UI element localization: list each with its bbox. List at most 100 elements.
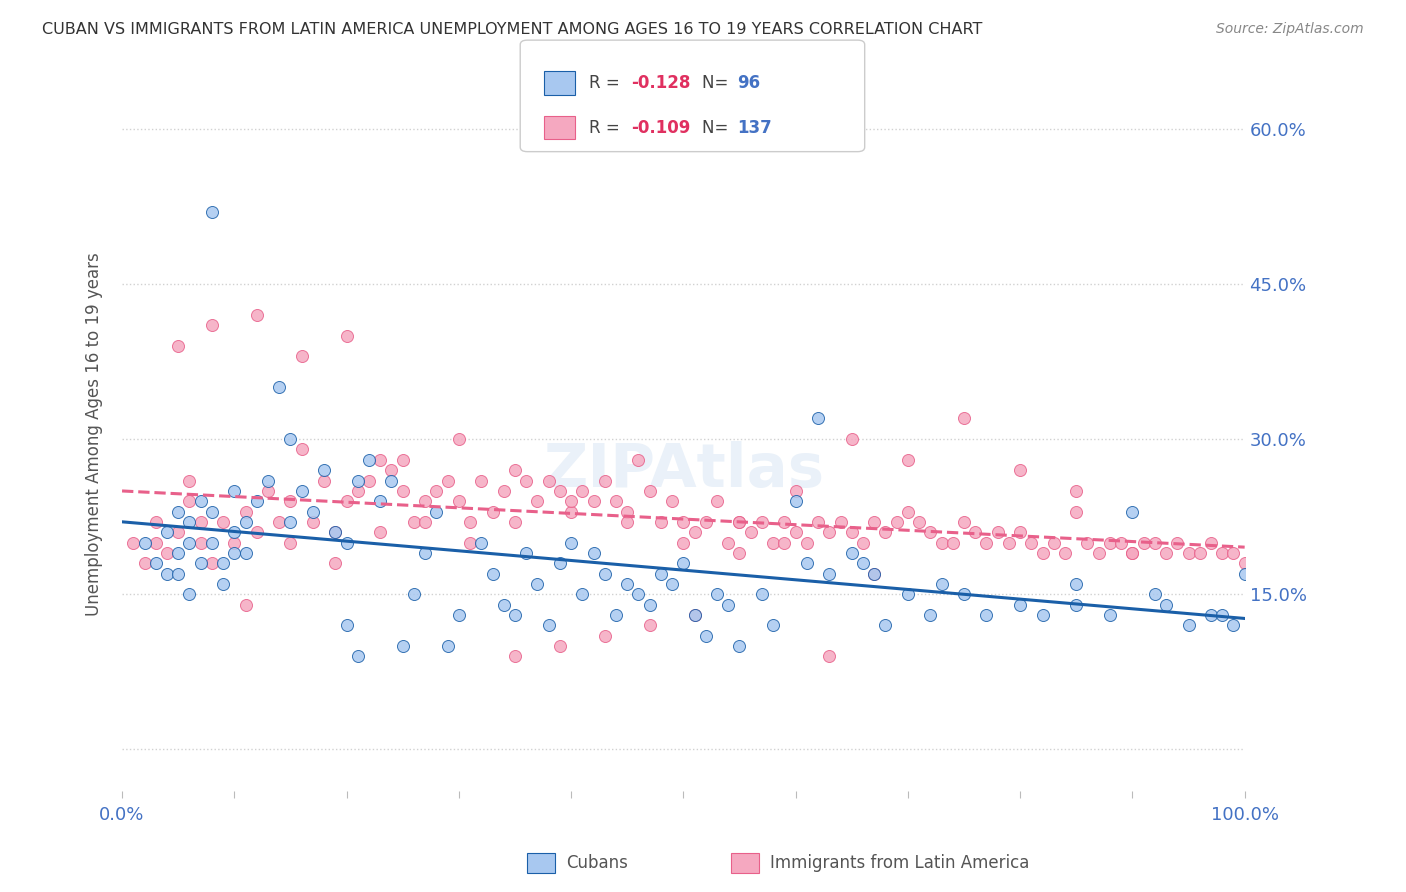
Point [953,411,976,425]
Point [1053,546,1076,560]
Point [302,515,325,529]
Point [481,566,503,581]
Point [1032,546,1054,560]
Point [1109,535,1132,549]
Text: -0.109: -0.109 [631,119,690,136]
Point [1087,546,1109,560]
Point [257,483,280,498]
Point [179,515,201,529]
Point [134,556,156,570]
Point [897,453,920,467]
Text: CUBAN VS IMMIGRANTS FROM LATIN AMERICA UNEMPLOYMENT AMONG AGES 16 TO 19 YEARS CO: CUBAN VS IMMIGRANTS FROM LATIN AMERICA U… [42,22,983,37]
Point [235,504,257,518]
Point [582,546,605,560]
Point [593,474,616,488]
Text: 100.0%: 100.0% [1211,806,1278,824]
Point [1021,535,1043,549]
Point [976,607,998,622]
Text: N=: N= [702,74,733,92]
Point [1188,546,1211,560]
Point [1233,556,1256,570]
Point [156,525,179,540]
Point [650,515,672,529]
Text: R =: R = [589,74,626,92]
Point [368,525,391,540]
Point [402,515,425,529]
Point [526,577,548,591]
Point [246,494,269,508]
Point [357,474,380,488]
Point [942,535,965,549]
Point [302,504,325,518]
Point [391,453,413,467]
Point [413,515,436,529]
Point [503,607,526,622]
Point [830,515,852,529]
Text: 137: 137 [737,119,772,136]
Point [380,474,402,488]
Point [616,577,638,591]
Text: R =: R = [589,119,626,136]
Point [627,453,650,467]
Point [920,607,942,622]
Point [1143,535,1166,549]
Point [661,494,683,508]
Point [695,628,717,642]
Point [1222,546,1244,560]
Point [841,432,863,446]
Point [212,577,235,591]
Point [953,587,976,601]
Point [886,515,908,529]
Point [593,628,616,642]
Point [280,494,302,508]
Point [706,587,728,601]
Point [537,474,560,488]
Point [1199,607,1222,622]
Point [224,525,246,540]
Point [1010,598,1032,612]
Point [212,515,235,529]
Point [122,535,145,549]
Point [179,494,201,508]
Point [875,618,897,632]
Point [796,556,818,570]
Point [672,535,695,549]
Point [931,535,953,549]
Point [447,494,470,508]
Point [605,494,627,508]
Point [402,587,425,601]
Point [325,525,347,540]
Point [1233,566,1256,581]
Point [212,556,235,570]
Text: 96: 96 [737,74,759,92]
Point [201,535,224,549]
Point [897,504,920,518]
Point [526,494,548,508]
Point [224,535,246,549]
Point [683,607,706,622]
Point [627,587,650,601]
Point [235,598,257,612]
Point [492,598,515,612]
Point [190,556,212,570]
Point [1010,463,1032,477]
Point [841,546,863,560]
Point [314,463,336,477]
Point [1032,607,1054,622]
Point [818,649,841,664]
Point [1064,483,1087,498]
Point [1064,598,1087,612]
Point [280,432,302,446]
Point [201,318,224,333]
Point [515,546,537,560]
Point [503,515,526,529]
Text: Immigrants from Latin America: Immigrants from Latin America [770,855,1029,872]
Point [852,556,875,570]
Text: 0.0%: 0.0% [100,806,145,824]
Point [1064,577,1087,591]
Point [291,350,314,364]
Point [796,535,818,549]
Point [751,587,773,601]
Text: ZIPAtlas: ZIPAtlas [543,441,824,500]
Point [560,494,582,508]
